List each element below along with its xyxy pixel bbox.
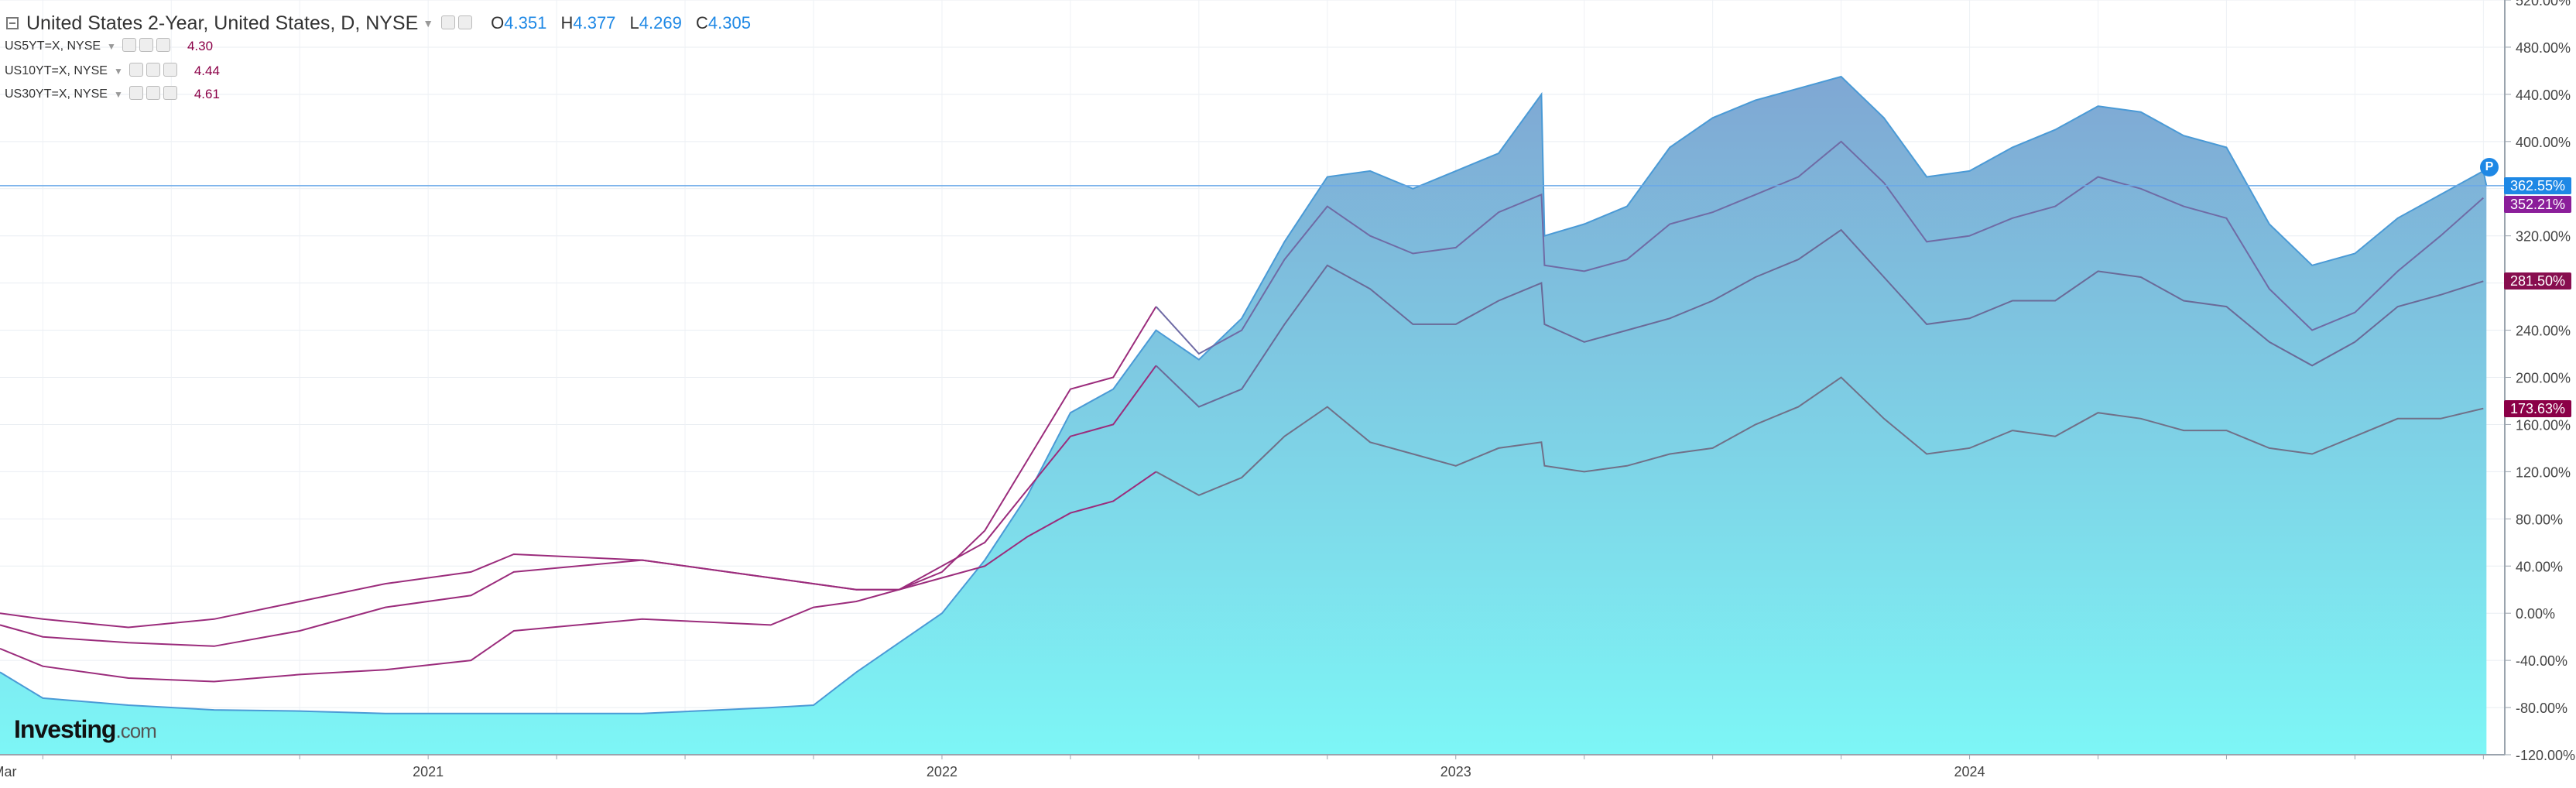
y-tick-label: 80.00%: [2516, 512, 2563, 527]
plot-area: [0, 75, 2488, 755]
chart-title: United States 2-Year, United States, D, …: [26, 12, 419, 34]
x-tick-label: 2023: [1440, 764, 1471, 779]
series-line: [1155, 140, 2484, 355]
brand-name: Investing: [14, 715, 116, 743]
area-fill-2y: [0, 77, 2487, 755]
area-line-2y: [0, 75, 2488, 714]
open-value: 4.351: [504, 13, 547, 33]
high-label: H: [560, 13, 574, 33]
close-label: C: [695, 13, 708, 33]
y-tick-label: 0.00%: [2516, 606, 2555, 622]
legend-item-10y[interactable]: US10YT=X, NYSE ▼ 4.44: [5, 62, 220, 81]
y-tick-label: 440.00%: [2516, 87, 2571, 103]
x-axis: Mar 2021 2022 2023 2024: [0, 754, 2505, 779]
chart-header: United States 2-Year, United States, D, …: [6, 11, 760, 36]
series-lines: [0, 140, 2484, 683]
open-label: O: [491, 13, 505, 33]
series-line-early: [0, 471, 1157, 629]
legend-value: 4.61: [194, 87, 220, 101]
y-tick-label: -40.00%: [2516, 653, 2567, 669]
high-value: 4.377: [573, 13, 616, 33]
y-tick-label: 200.00%: [2516, 371, 2571, 386]
last-value-badge-30y: 173.63%: [2503, 399, 2571, 417]
brand-suffix: .com: [115, 719, 156, 742]
chevron-down-icon[interactable]: ▼: [107, 41, 116, 52]
series-settings-icon[interactable]: [128, 62, 180, 81]
y-tick-label: 320.00%: [2516, 229, 2571, 245]
pin-marker-icon[interactable]: P: [2480, 158, 2499, 176]
last-value-badge-2y: 362.55%: [2503, 176, 2571, 194]
chevron-down-icon[interactable]: ▼: [113, 89, 123, 100]
y-axis-panel: [2505, 0, 2576, 784]
y-tick-label: 160.00%: [2516, 417, 2571, 433]
y-tick-label: 40.00%: [2516, 559, 2563, 574]
series-settings-icon[interactable]: [128, 85, 180, 104]
ohlc-readout: O4.351 H4.377 L4.269 C4.305: [491, 13, 760, 33]
y-tick-label: 120.00%: [2516, 464, 2571, 480]
y-tick-label: -120.00%: [2516, 748, 2575, 763]
chevron-down-icon[interactable]: ▼: [113, 66, 123, 77]
chevron-down-icon[interactable]: ▼: [423, 17, 434, 29]
last-value-badge-10y: 281.50%: [2503, 272, 2571, 290]
series-line: [1156, 376, 2484, 496]
legend-symbol: US10YT=X, NYSE: [5, 64, 108, 77]
y-axis: 520.00%480.00%440.00%400.00%360.00%320.0…: [2504, 0, 2576, 784]
legend-value: 4.44: [194, 63, 220, 78]
series-line: [1155, 228, 2484, 408]
legend-item-30y[interactable]: US30YT=X, NYSE ▼ 4.61: [5, 85, 220, 104]
low-value: 4.269: [639, 13, 682, 33]
y-tick-label: 520.00%: [2516, 0, 2571, 9]
x-tick-label: 2021: [413, 764, 444, 779]
legend-value: 4.30: [187, 39, 214, 53]
investing-logo: Investing.com: [14, 715, 157, 744]
y-tick-label: 480.00%: [2516, 40, 2571, 56]
y-tick-label: 400.00%: [2516, 135, 2571, 150]
legend-symbol: US5YT=X, NYSE: [5, 39, 101, 53]
settings-icon[interactable]: [441, 12, 475, 35]
x-tick-label: Mar: [0, 764, 17, 779]
legend-item-5y[interactable]: US5YT=X, NYSE ▼ 4.30: [5, 37, 213, 56]
x-tick-label: 2024: [1954, 764, 1985, 779]
series-line-early: [0, 306, 1157, 683]
y-tick-label: -80.00%: [2516, 701, 2567, 716]
legend-symbol: US30YT=X, NYSE: [5, 87, 108, 101]
close-value: 4.305: [707, 13, 751, 33]
collapse-icon[interactable]: [6, 17, 19, 29]
low-label: L: [629, 13, 639, 33]
last-value-badge-5y: 352.21%: [2503, 195, 2571, 213]
x-tick-label: 2022: [927, 764, 957, 779]
y-tick-label: 240.00%: [2516, 324, 2571, 339]
series-settings-icon[interactable]: [122, 37, 173, 56]
